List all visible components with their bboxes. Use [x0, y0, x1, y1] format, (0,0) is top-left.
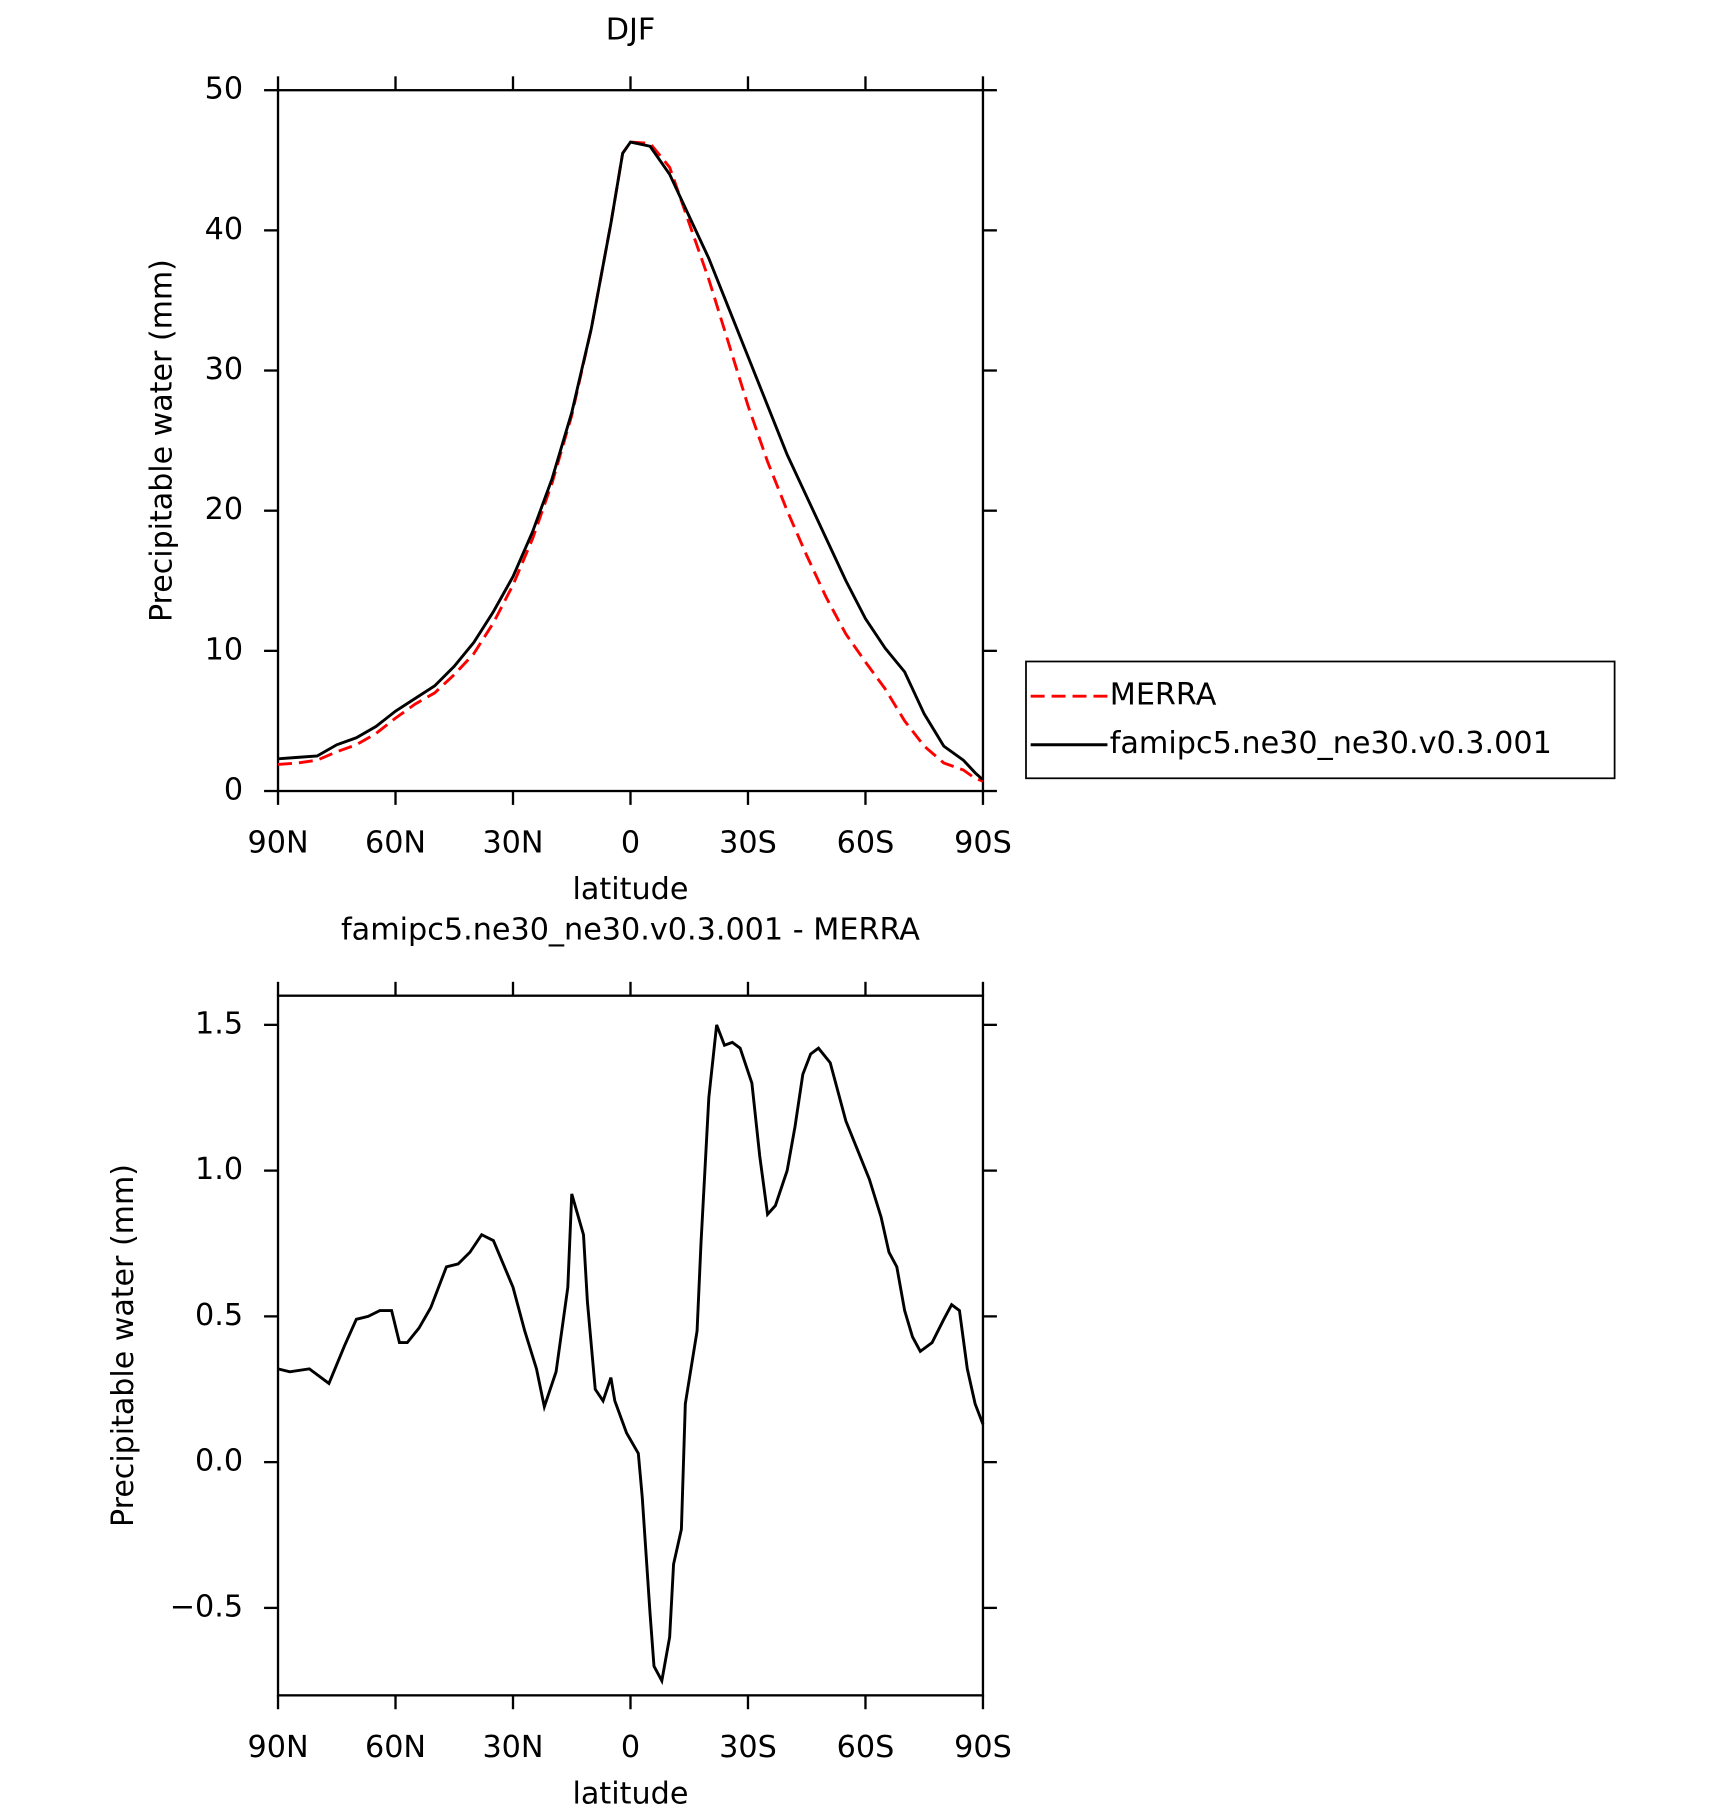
plot-frame — [276, 994, 985, 1697]
y-tick-label: 10 — [205, 632, 243, 667]
y-axis-label: Precipitable water (mm) — [106, 1164, 141, 1527]
y-axis-label: Precipitable water (mm) — [144, 259, 179, 622]
x-tick-label: 30S — [719, 826, 777, 861]
y-tick-label: 20 — [205, 492, 243, 527]
y-tick-label: −0.5 — [170, 1589, 243, 1624]
chart-title: famipc5.ne30_ne30.v0.3.001 - MERRA — [341, 912, 920, 947]
x-tick-label: 30S — [719, 1730, 777, 1765]
x-tick-label: 30N — [482, 826, 543, 861]
y-tick-label: 1.0 — [195, 1152, 243, 1187]
x-tick-label: 0 — [621, 1730, 640, 1765]
y-tick-label: 50 — [205, 72, 243, 107]
plot-frame — [276, 89, 985, 793]
x-tick-label: 0 — [621, 826, 640, 861]
x-tick-label: 90S — [954, 826, 1012, 861]
data-line — [277, 140, 984, 783]
x-tick-label: 90S — [954, 1730, 1012, 1765]
x-tick-label: 90N — [247, 826, 308, 861]
x-tick-label: 30N — [482, 1730, 543, 1765]
x-tick-label: 60S — [837, 826, 895, 861]
chart-title: DJF — [606, 13, 656, 48]
legend-box — [1025, 660, 1616, 780]
x-axis-label: latitude — [572, 1776, 688, 1811]
x-tick-label: 90N — [247, 1730, 308, 1765]
x-tick-label: 60N — [365, 1730, 426, 1765]
data-line — [277, 1024, 985, 1686]
x-axis-label: latitude — [572, 872, 688, 907]
x-tick-label: 60N — [365, 826, 426, 861]
y-tick-label: 0.0 — [195, 1444, 243, 1479]
x-tick-label: 60S — [837, 1730, 895, 1765]
y-tick-label: 30 — [205, 352, 243, 387]
y-tick-label: 40 — [205, 212, 243, 247]
data-line — [277, 140, 984, 781]
legend-label: famipc5.ne30_ne30.v0.3.001 — [1110, 726, 1552, 761]
y-tick-label: 0 — [224, 773, 243, 808]
legend-label: MERRA — [1110, 678, 1217, 713]
y-tick-label: 0.5 — [195, 1298, 243, 1333]
y-tick-label: 1.5 — [195, 1006, 243, 1041]
